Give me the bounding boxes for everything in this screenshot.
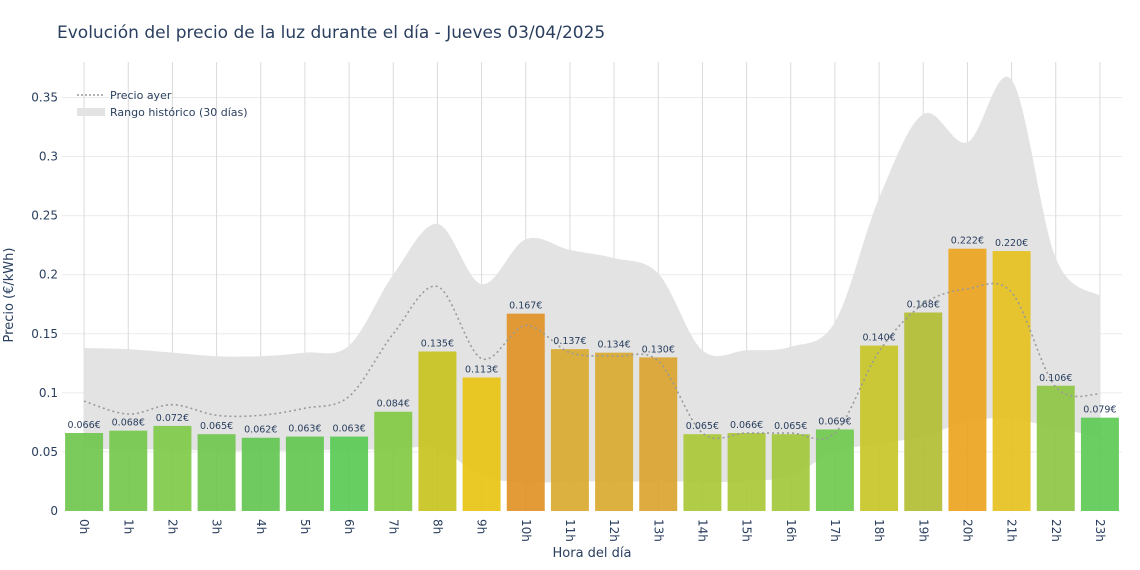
bar-value-label: 0.065€ [774, 421, 807, 432]
bar-value-label: 0.066€ [67, 420, 100, 431]
x-tick-label: 20h [960, 519, 974, 542]
bar-value-label: 0.106€ [1039, 373, 1072, 384]
price-bar [815, 429, 854, 511]
legend-label-yesterday: Precio ayer [110, 89, 172, 102]
bar-value-label: 0.068€ [112, 418, 145, 429]
price-bar [948, 248, 987, 512]
price-bar [860, 345, 899, 511]
price-bar [1036, 385, 1075, 511]
axes: 0 0.05 0.1 0.15 0.2 0.25 0.3 0.35 0h 1h 2h 3h 4h 5h 6h… [31, 90, 1107, 541]
price-bar [374, 411, 413, 511]
price-bar [1080, 417, 1119, 511]
bar-value-label: 0.063€ [288, 424, 321, 435]
legend-swatch-range [77, 108, 105, 116]
x-tick-label: 1h [121, 519, 135, 534]
bar-value-label: 0.167€ [509, 301, 542, 312]
bar-value-label: 0.079€ [1083, 405, 1116, 416]
price-bar [65, 433, 104, 511]
bar-value-label: 0.066€ [730, 420, 763, 431]
y-tick-label: 0.25 [31, 209, 58, 223]
price-bar [904, 312, 943, 511]
price-bar [683, 434, 722, 511]
price-bar [992, 251, 1031, 512]
x-tick-label: 15h [740, 519, 754, 542]
price-bar [550, 349, 589, 511]
x-tick-label: 13h [651, 519, 665, 542]
price-bar [506, 313, 545, 511]
x-tick-label: 6h [342, 519, 356, 534]
y-tick-label: 0.1 [39, 386, 58, 400]
price-bar [241, 437, 280, 511]
bar-value-label: 0.134€ [597, 340, 630, 351]
bar-value-label: 0.130€ [642, 344, 675, 355]
x-tick-label: 21h [1005, 519, 1019, 542]
bar-value-label: 0.222€ [951, 236, 984, 247]
y-tick-label: 0.35 [31, 90, 58, 104]
x-tick-label: 7h [386, 519, 400, 534]
price-bar [285, 436, 324, 511]
x-tick-label: 5h [298, 519, 312, 534]
x-tick-label: 8h [430, 519, 444, 534]
bar-value-label: 0.137€ [553, 336, 586, 347]
x-tick-label: 17h [828, 519, 842, 542]
price-bar [639, 357, 678, 511]
bar-value-label: 0.168€ [907, 299, 940, 310]
legend-label-range: Rango histórico (30 días) [110, 106, 248, 119]
x-tick-label: 9h [475, 519, 489, 534]
bar-value-label: 0.140€ [862, 333, 895, 344]
x-tick-label: 10h [519, 519, 533, 542]
x-tick-label: 0h [77, 519, 91, 534]
bars [65, 248, 1119, 512]
y-tick-label: 0.3 [39, 150, 58, 164]
x-tick-label: 3h [210, 519, 224, 534]
bar-labels: 0.066€ 0.068€ 0.072€ 0.065€ 0.062€ 0.063€ 0.06… [67, 236, 1116, 436]
x-tick-label: 19h [916, 519, 930, 542]
bar-value-label: 0.065€ [686, 421, 719, 432]
x-tick-label: 22h [1049, 519, 1063, 542]
historical-range-band [84, 76, 1100, 483]
legend[interactable]: Precio ayer Rango histórico (30 días) [77, 89, 248, 119]
y-axis-title: Precio (€/kWh) [2, 248, 17, 343]
yesterday-price-line [83, 282, 1101, 440]
x-tick-label: 14h [695, 519, 709, 542]
bar-value-label: 0.065€ [200, 421, 233, 432]
chart-title: Evolución del precio de la luz durante e… [57, 23, 605, 43]
bar-value-label: 0.072€ [156, 413, 189, 424]
x-tick-label: 4h [254, 519, 268, 534]
x-tick-label: 18h [872, 519, 886, 542]
price-bar [771, 434, 810, 511]
yesterday-line-layer [83, 282, 1101, 440]
x-tick-label: 16h [784, 519, 798, 542]
x-tick-label: 12h [607, 519, 621, 542]
price-bar [595, 352, 634, 511]
price-bar [418, 351, 457, 511]
bar-value-label: 0.135€ [421, 338, 454, 349]
price-bar [153, 425, 192, 511]
bar-value-label: 0.069€ [818, 416, 851, 427]
bar-value-label: 0.062€ [244, 425, 277, 436]
bar-value-label: 0.113€ [465, 364, 498, 375]
price-bar [330, 436, 369, 511]
y-tick-label: 0.2 [39, 268, 58, 282]
price-bar [109, 430, 148, 511]
bar-value-label: 0.220€ [995, 238, 1028, 249]
bar-value-label: 0.063€ [332, 424, 365, 435]
price-bar [462, 377, 501, 511]
bar-value-label: 0.084€ [377, 399, 410, 410]
y-tick-label: 0.15 [31, 327, 58, 341]
price-bar [197, 434, 236, 511]
x-tick-label: 23h [1093, 519, 1107, 542]
historical-range-band-layer [84, 76, 1100, 483]
x-tick-label: 11h [563, 519, 577, 542]
x-axis-title: Hora del día [553, 546, 632, 561]
y-tick-label: 0 [50, 504, 58, 518]
price-bar [727, 433, 766, 511]
y-tick-label: 0.05 [31, 445, 58, 459]
x-tick-label: 2h [165, 519, 179, 534]
